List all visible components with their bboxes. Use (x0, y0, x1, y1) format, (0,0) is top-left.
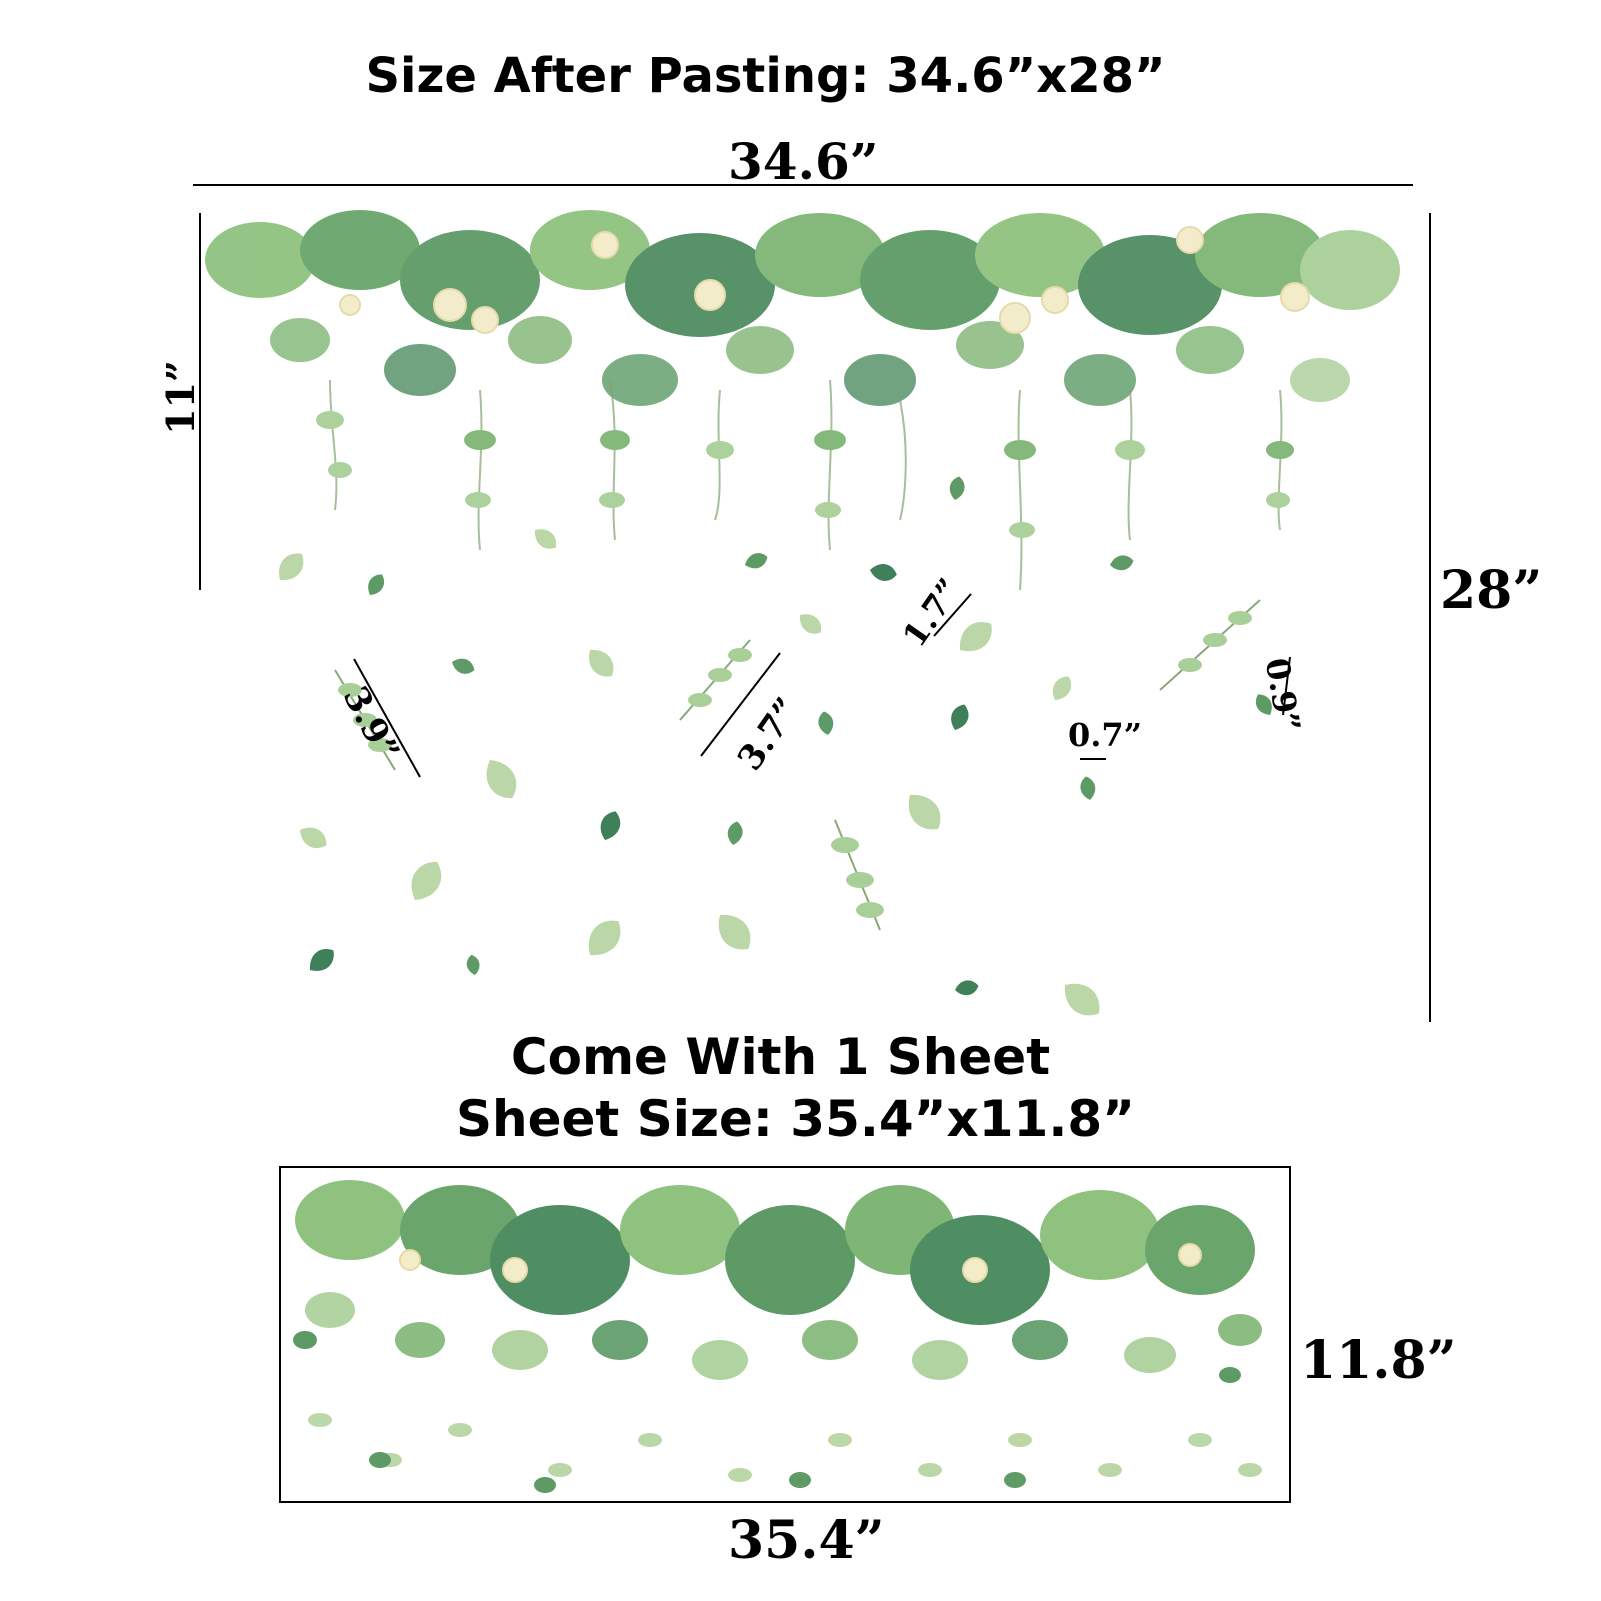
sheet-size-text: Sheet Size: 35.4”x11.8” (455, 1090, 1135, 1148)
overall-width-label: 34.6” (728, 132, 879, 191)
hanging-vines (205, 210, 1400, 591)
sheet-width-label: 35.4” (728, 1510, 885, 1571)
sheet-height-label: 11.8” (1300, 1330, 1457, 1391)
scattered-leaves (271, 475, 1277, 1024)
measure-line-a (353, 658, 421, 778)
measure-label-d: 0.7” (1068, 716, 1143, 754)
total-height-label: 28” (1440, 560, 1543, 621)
measure-line-c (933, 593, 972, 637)
page-title: Size After Pasting: 34.6”x28” (365, 48, 1166, 104)
vine-height-label: 11” (157, 360, 203, 435)
measure-line-b (700, 652, 781, 757)
measure-line-e (1282, 656, 1291, 716)
sheet-count-text: Come With 1 Sheet (510, 1028, 1051, 1086)
sheet-artwork (293, 1180, 1262, 1493)
